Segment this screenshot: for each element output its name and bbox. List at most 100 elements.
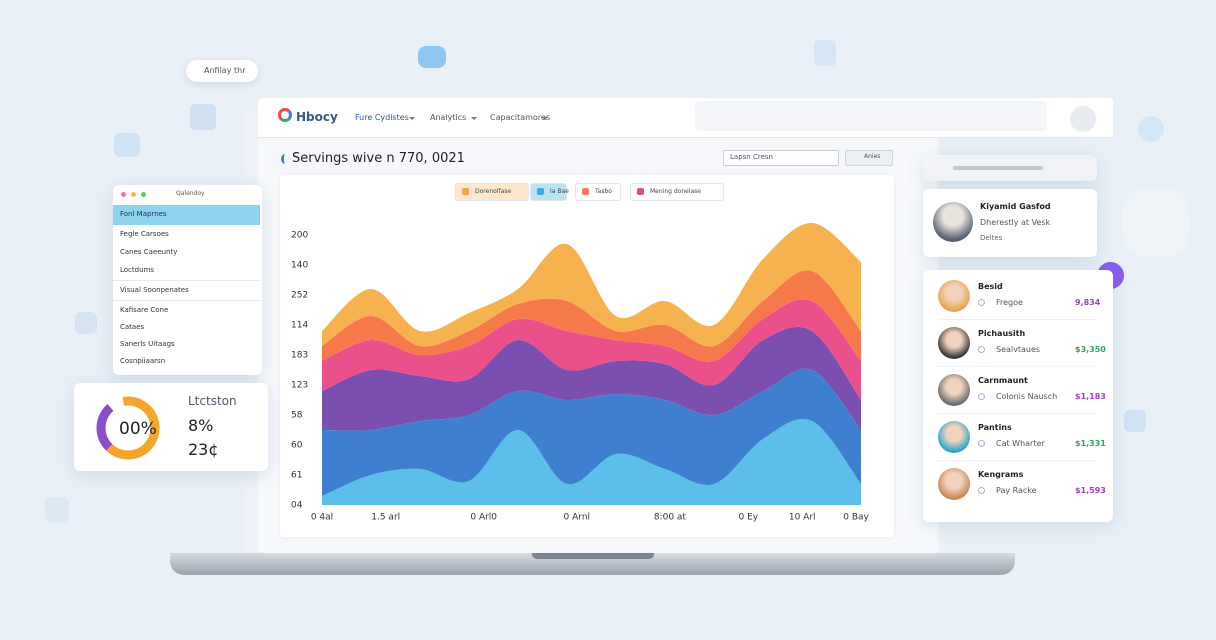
filter-chip[interactable]	[575, 183, 621, 201]
floating-icon	[418, 46, 446, 68]
nav-item[interactable]: Analytics	[430, 113, 467, 122]
person-avatar	[938, 421, 970, 453]
floating-icon	[814, 40, 836, 66]
person-avatar	[938, 280, 970, 312]
profile-avatar	[933, 202, 973, 242]
row-divider	[938, 366, 1098, 367]
floating-icon	[1122, 190, 1190, 256]
person-amount: $1,183	[1075, 392, 1106, 401]
user-avatar[interactable]	[1070, 106, 1096, 132]
person-name[interactable]: Pichausith	[978, 329, 1026, 338]
chip-icon	[637, 188, 644, 195]
person-avatar	[938, 374, 970, 406]
person-icon	[978, 393, 985, 400]
search-input[interactable]	[723, 150, 839, 166]
person-icon	[978, 440, 985, 447]
y-tick-label: 114	[291, 321, 308, 331]
laptop-base	[170, 553, 1015, 575]
y-tick-label: 140	[291, 261, 308, 271]
floating-icon	[1124, 410, 1146, 432]
chip-label: Tasbo	[595, 188, 612, 195]
person-avatar	[938, 468, 970, 500]
person-name[interactable]: Carnmaunt	[978, 376, 1028, 385]
sidebar-title: Qalendoy	[176, 190, 205, 197]
x-tick-label: 0 Ey	[738, 513, 758, 523]
person-detail: Colonis Nausch	[996, 392, 1058, 401]
button-label: Anies	[864, 153, 881, 160]
x-tick-label: 0 Arl0	[470, 513, 497, 523]
floating-icon	[75, 312, 97, 334]
chip-icon	[537, 188, 544, 195]
floating-icon	[1138, 116, 1164, 142]
search-placeholder: Lapsn Cresn	[730, 153, 773, 161]
floating-icon	[45, 497, 69, 523]
y-tick-label: 200	[291, 231, 308, 241]
sidebar-item[interactable]: Canes Caeeunty	[120, 248, 178, 256]
sidebar-item[interactable]: Fegle Carsoes	[120, 230, 169, 238]
profile-subtitle: Dherestly at Vesk	[980, 218, 1051, 227]
stat-donut	[96, 396, 160, 460]
person-amount: 9,834	[1075, 298, 1101, 307]
person-icon	[978, 487, 985, 494]
nav-caret	[542, 117, 548, 123]
nav-item[interactable]: Fure Cydistes	[355, 113, 409, 122]
stat-number: 8%	[188, 416, 214, 435]
sidebar-item[interactable]: Loctdums	[120, 266, 154, 274]
x-tick-label: 0 Arnl	[564, 513, 591, 523]
y-tick-label: 123	[291, 381, 308, 391]
area-series	[322, 299, 861, 400]
person-detail: Sealvtaues	[996, 345, 1041, 354]
filter-chip[interactable]	[630, 183, 724, 201]
row-divider	[938, 413, 1098, 414]
logo-icon	[278, 108, 292, 122]
sidebar-divider	[113, 280, 260, 281]
top-search[interactable]	[695, 101, 1047, 131]
x-tick-label: 1.5 arl	[371, 513, 400, 523]
sidebar-item[interactable]: Cosnpiiaarsn	[120, 357, 166, 365]
y-tick-label: 04	[291, 501, 303, 511]
area-series	[322, 270, 861, 362]
x-tick-label: 8:00 at	[654, 513, 687, 523]
sidebar-item[interactable]: Kafisare Cone	[120, 306, 169, 314]
nav-item[interactable]: Capacitamores	[490, 113, 551, 122]
chip-icon	[582, 188, 589, 195]
area-series	[322, 326, 861, 431]
x-tick-label: 0 Bay	[843, 513, 869, 523]
person-name[interactable]: Pantins	[978, 423, 1012, 432]
y-tick-label: 58	[291, 411, 303, 421]
filter-chip[interactable]	[530, 183, 567, 201]
sidebar-item[interactable]: Sanerls Uitaags	[120, 340, 175, 348]
window-dot	[141, 192, 146, 197]
person-amount: $3,350	[1075, 345, 1106, 354]
chip-label: Dorenolfase	[475, 188, 512, 195]
chip-label: Ia Bae	[550, 188, 569, 195]
donut-segment	[96, 396, 160, 460]
profile-detail: Deltes	[980, 234, 1003, 242]
stat-card	[74, 383, 268, 471]
action-button[interactable]	[845, 150, 893, 166]
floating-pill[interactable]	[186, 60, 258, 82]
title-icon	[281, 154, 289, 164]
donut-segment	[96, 396, 160, 460]
nav-caret	[471, 117, 477, 123]
window-dot	[121, 192, 126, 197]
person-icon	[978, 346, 985, 353]
person-detail: Cat Wharter	[996, 439, 1045, 448]
person-name[interactable]: Besid	[978, 282, 1003, 291]
y-tick-label: 252	[291, 291, 308, 301]
laptop-notch	[532, 553, 654, 559]
profile-name: Kiyamid Gasfod	[980, 202, 1051, 211]
y-tick-label: 183	[291, 351, 308, 361]
area-series	[322, 418, 861, 505]
area-series	[322, 368, 861, 496]
filter-chip[interactable]	[455, 183, 529, 201]
sidebar-active[interactable]	[113, 205, 260, 225]
sidebar-section: Visual Soonpenates	[120, 286, 189, 294]
person-amount: $1,331	[1075, 439, 1106, 448]
stat-number: 23¢	[188, 440, 219, 459]
sidebar-item[interactable]: Cataes	[120, 323, 145, 331]
person-name[interactable]: Kengrams	[978, 470, 1024, 479]
chip-icon	[462, 188, 469, 195]
